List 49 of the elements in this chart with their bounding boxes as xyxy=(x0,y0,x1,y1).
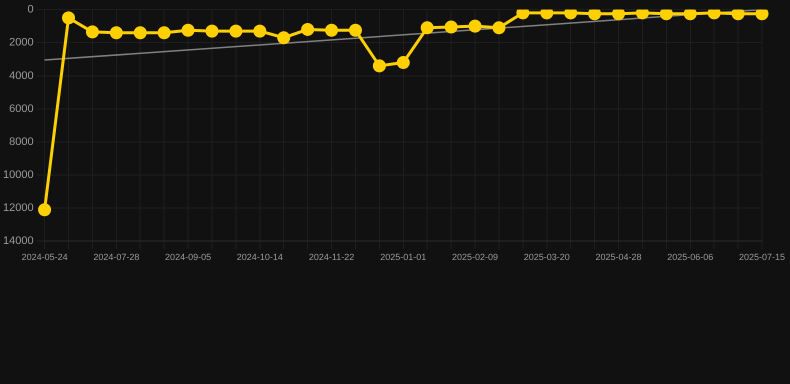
point xyxy=(708,10,721,20)
point xyxy=(492,21,506,34)
point xyxy=(110,26,123,40)
point xyxy=(516,10,530,20)
point xyxy=(325,24,338,37)
point xyxy=(301,22,314,36)
point xyxy=(756,10,768,20)
x-tick-label: 2024-10-14 xyxy=(236,252,283,262)
y-tick-label: 0 xyxy=(27,4,34,16)
point xyxy=(636,10,649,20)
x-tick-label: 2025-04-28 xyxy=(595,252,642,262)
y-tick-label: 6000 xyxy=(9,102,34,115)
point xyxy=(229,24,242,38)
x-tick-label: 2024-11-22 xyxy=(308,252,354,262)
point xyxy=(182,24,195,37)
y-tick-label: 12000 xyxy=(2,202,34,214)
x-tick-label: 2024-07-28 xyxy=(93,252,140,262)
point xyxy=(158,26,171,40)
y-tick-label: 10000 xyxy=(2,169,34,182)
x-tick-label: 2025-07-15 xyxy=(738,252,786,262)
point xyxy=(396,56,410,70)
point xyxy=(348,24,362,37)
point xyxy=(444,20,458,34)
point xyxy=(684,10,697,20)
x-tick-label: 2025-06-06 xyxy=(667,252,714,262)
point xyxy=(732,10,745,20)
point xyxy=(277,31,290,44)
x-tick-label: 2024-09-05 xyxy=(165,252,212,262)
point xyxy=(62,11,75,24)
point xyxy=(134,26,147,40)
point xyxy=(660,10,673,20)
x-tick-label: 2025-02-09 xyxy=(452,252,498,262)
point xyxy=(612,10,626,20)
point xyxy=(564,10,578,20)
point xyxy=(372,59,386,72)
point xyxy=(588,10,602,20)
x-tick-label: 2025-03-20 xyxy=(524,252,570,262)
y-tick-label: 2000 xyxy=(9,36,34,49)
point xyxy=(540,10,554,20)
point xyxy=(420,21,434,34)
point xyxy=(468,20,482,33)
y-tick-label: 14000 xyxy=(2,235,34,248)
y-tick-label: 8000 xyxy=(9,136,34,148)
x-tick-label: 2025-01-01 xyxy=(380,252,426,262)
point xyxy=(253,24,266,38)
y-tick-label: 4000 xyxy=(9,70,34,82)
point xyxy=(205,24,218,38)
x-tick-label: 2024-05-24 xyxy=(22,252,68,262)
point xyxy=(86,25,99,38)
